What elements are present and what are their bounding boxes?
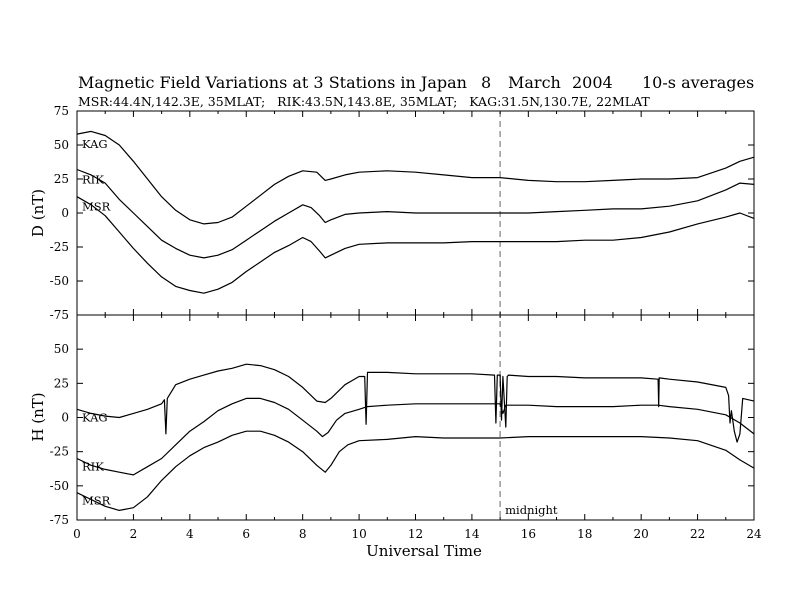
- date-year: 2004: [572, 73, 613, 92]
- d-series-kag: [76, 130, 755, 225]
- h-axis-label: H (nT): [29, 392, 47, 441]
- h-ytick-label: 25: [54, 376, 69, 390]
- h-ytick-label: 50: [54, 342, 69, 356]
- d-ytick-label: 50: [54, 138, 69, 152]
- h-series-kag: [76, 363, 755, 443]
- x-tick-label: 20: [634, 527, 649, 541]
- d-series-rik: [76, 168, 755, 259]
- x-tick-label: 2: [130, 527, 138, 541]
- h-series-label-rik: RIK: [82, 460, 104, 474]
- h-ytick-label: -25: [50, 445, 69, 459]
- x-tick-label: 6: [242, 527, 250, 541]
- averaging-label: 10-s averages: [642, 73, 754, 92]
- date-day: 8: [481, 73, 491, 92]
- x-tick-label: 8: [299, 527, 307, 541]
- h-series-label-kag: KAG: [82, 410, 108, 424]
- x-tick-label: 12: [408, 527, 423, 541]
- d-ytick-label: 75: [54, 104, 69, 118]
- x-tick-label: 18: [577, 527, 592, 541]
- d-ytick-label: -75: [50, 308, 69, 322]
- x-tick-label: 22: [690, 527, 705, 541]
- h-ytick-label: -50: [50, 479, 69, 493]
- d-axis-label: D (nT): [29, 189, 47, 237]
- h-ytick-label: -75: [50, 513, 69, 527]
- date-month: March: [508, 73, 561, 92]
- h-series-msr: [76, 430, 755, 511]
- h-panel-frame: [76, 314, 755, 521]
- stations-info: MSR:44.4N,142.3E, 35MLAT; RIK:43.5N,143.…: [78, 94, 650, 109]
- d-series-label-msr: MSR: [82, 200, 111, 214]
- x-tick-label: 14: [464, 527, 480, 541]
- x-tick-label: 24: [746, 527, 762, 541]
- d-ytick-label: 0: [61, 206, 69, 220]
- d-ytick-label: -50: [50, 274, 69, 288]
- x-tick-label: 16: [521, 527, 536, 541]
- h-series-rik: [76, 397, 755, 476]
- d-ytick-label: -25: [50, 240, 69, 254]
- x-axis-label: Universal Time: [366, 542, 482, 560]
- chart-title: Magnetic Field Variations at 3 Stations …: [78, 73, 467, 92]
- d-series-label-kag: KAG: [82, 137, 108, 151]
- d-series-label-rik: RIK: [82, 172, 104, 186]
- midnight-label: midnight: [505, 503, 558, 517]
- d-series-msr: [76, 196, 755, 294]
- h-series-label-msr: MSR: [82, 494, 111, 508]
- x-tick-label: 4: [186, 527, 194, 541]
- x-tick-label: 10: [351, 527, 366, 541]
- x-tick-label: 0: [73, 527, 81, 541]
- d-ytick-label: 25: [54, 172, 69, 186]
- h-ytick-label: 0: [61, 411, 69, 425]
